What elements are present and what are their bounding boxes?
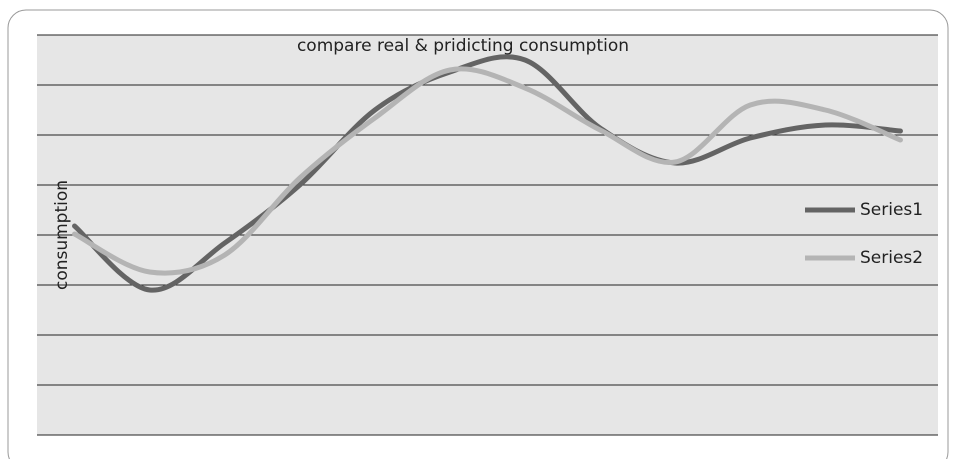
y-axis-label: consumption (52, 180, 72, 290)
chart-title: compare real & pridicting consumption (297, 36, 629, 56)
legend-label: Series1 (860, 200, 923, 220)
series-line (72, 66, 903, 276)
legend-label: Series2 (860, 248, 923, 268)
series-line (72, 54, 903, 293)
